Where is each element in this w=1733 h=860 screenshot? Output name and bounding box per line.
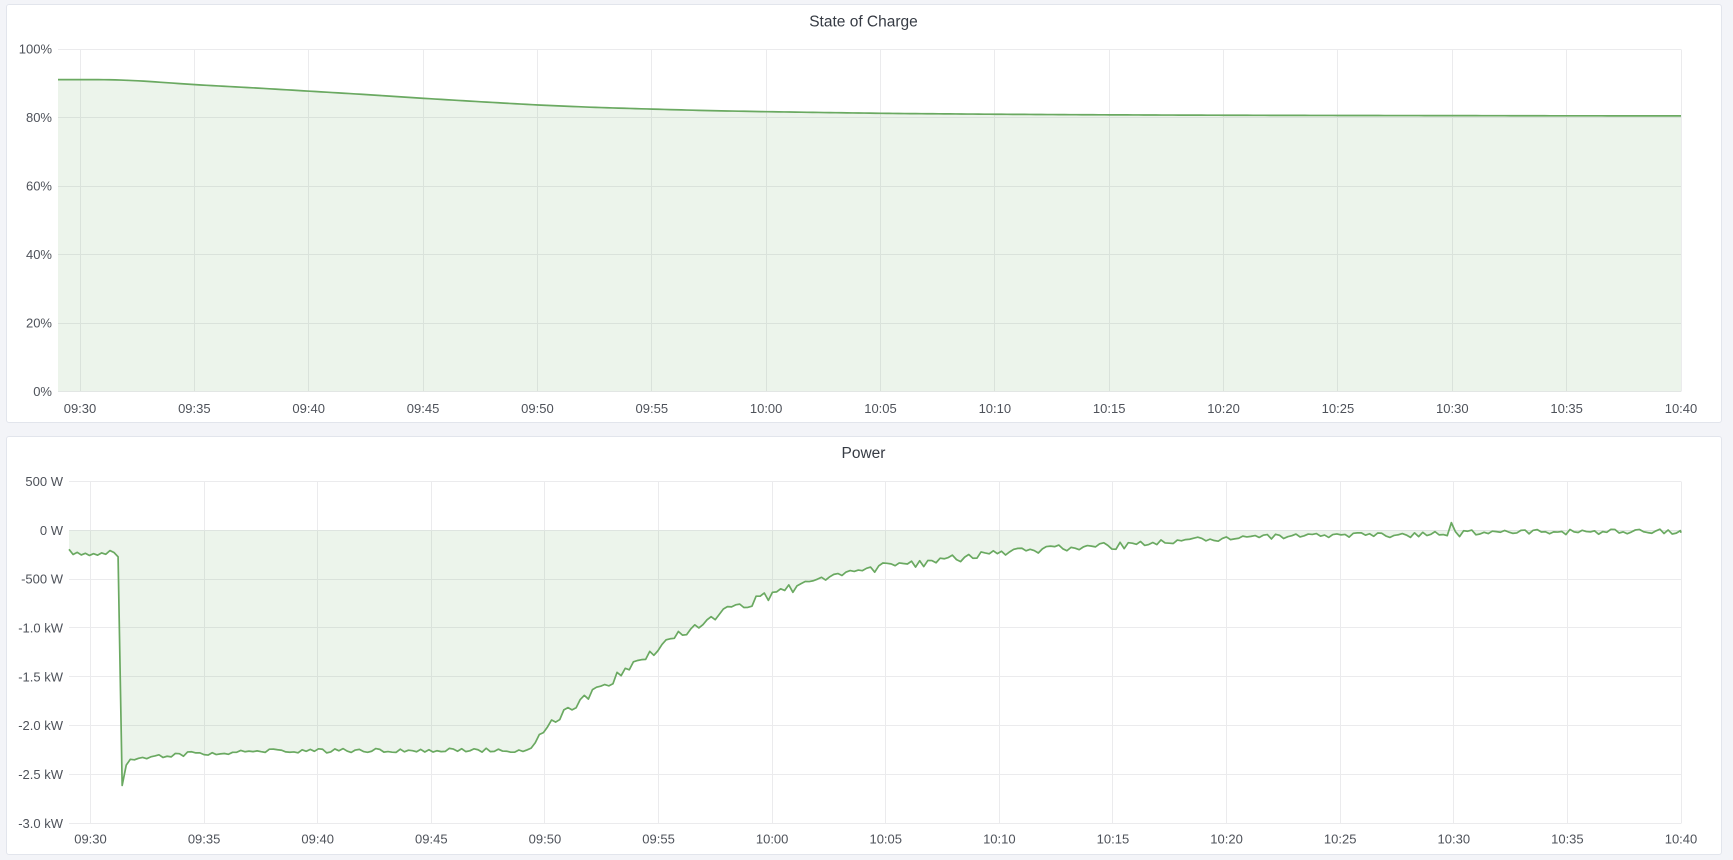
svg-text:0%: 0% (33, 384, 52, 399)
svg-text:10:10: 10:10 (983, 832, 1016, 847)
svg-text:10:40: 10:40 (1665, 401, 1698, 416)
svg-text:-2.5 kW: -2.5 kW (18, 767, 64, 782)
svg-text:60%: 60% (26, 179, 52, 194)
svg-text:10:10: 10:10 (979, 401, 1012, 416)
svg-text:10:05: 10:05 (869, 832, 902, 847)
svg-text:09:40: 09:40 (292, 401, 325, 416)
svg-text:09:35: 09:35 (188, 832, 221, 847)
svg-text:09:40: 09:40 (301, 832, 334, 847)
svg-text:09:45: 09:45 (415, 832, 448, 847)
svg-text:09:50: 09:50 (521, 401, 554, 416)
svg-text:10:00: 10:00 (750, 401, 783, 416)
svg-text:10:20: 10:20 (1207, 401, 1240, 416)
svg-text:10:20: 10:20 (1210, 832, 1243, 847)
svg-text:10:30: 10:30 (1438, 832, 1471, 847)
svg-text:09:50: 09:50 (529, 832, 562, 847)
svg-text:20%: 20% (26, 316, 52, 331)
svg-text:10:15: 10:15 (1097, 832, 1130, 847)
svg-text:10:30: 10:30 (1436, 401, 1469, 416)
svg-text:State of Charge: State of Charge (809, 13, 918, 30)
svg-text:Power: Power (842, 445, 886, 462)
svg-text:80%: 80% (26, 110, 52, 125)
svg-text:10:25: 10:25 (1322, 401, 1355, 416)
svg-text:-1.5 kW: -1.5 kW (18, 669, 64, 684)
svg-text:0 W: 0 W (40, 523, 64, 538)
svg-text:100%: 100% (19, 42, 53, 57)
svg-text:09:45: 09:45 (407, 401, 440, 416)
svg-text:40%: 40% (26, 247, 52, 262)
svg-text:09:55: 09:55 (642, 832, 675, 847)
svg-text:10:05: 10:05 (864, 401, 897, 416)
svg-text:10:35: 10:35 (1551, 832, 1584, 847)
svg-text:10:35: 10:35 (1550, 401, 1583, 416)
svg-text:10:00: 10:00 (756, 832, 789, 847)
svg-text:09:30: 09:30 (64, 401, 97, 416)
svg-text:-500 W: -500 W (21, 572, 64, 587)
svg-text:09:55: 09:55 (636, 401, 669, 416)
svg-text:10:40: 10:40 (1665, 832, 1698, 847)
svg-text:-3.0 kW: -3.0 kW (18, 816, 64, 831)
svg-text:10:25: 10:25 (1324, 832, 1357, 847)
svg-text:09:30: 09:30 (74, 832, 107, 847)
svg-text:-1.0 kW: -1.0 kW (18, 620, 64, 635)
svg-text:09:35: 09:35 (178, 401, 211, 416)
svg-text:500 W: 500 W (25, 474, 63, 489)
svg-text:-2.0 kW: -2.0 kW (18, 718, 64, 733)
svg-text:10:15: 10:15 (1093, 401, 1126, 416)
